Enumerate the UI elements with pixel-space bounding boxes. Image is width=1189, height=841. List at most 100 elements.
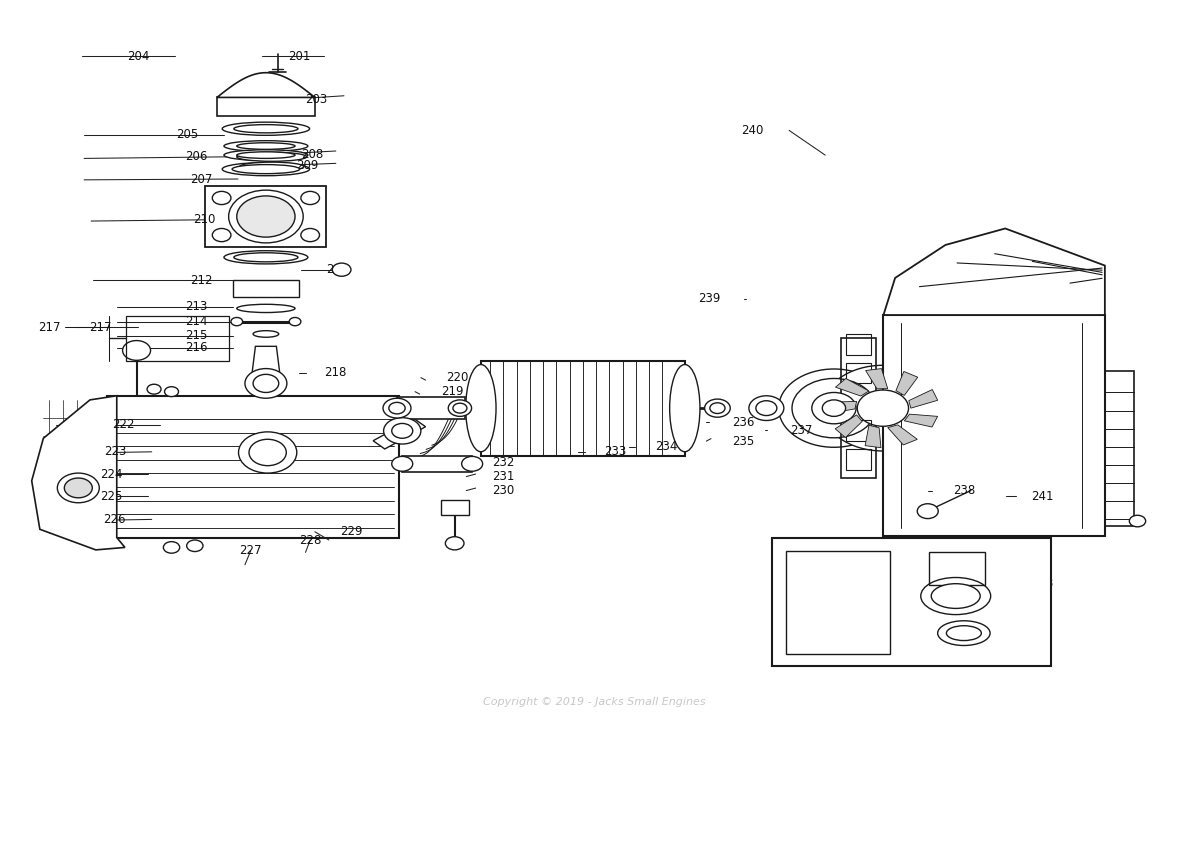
Text: 208: 208	[301, 148, 323, 161]
Bar	[929, 553, 984, 585]
Circle shape	[823, 365, 944, 451]
Circle shape	[57, 473, 99, 503]
Text: 220: 220	[447, 371, 468, 384]
Ellipse shape	[237, 152, 307, 161]
Polygon shape	[905, 414, 938, 427]
Ellipse shape	[946, 626, 981, 641]
Circle shape	[301, 192, 320, 204]
Text: Copyright © 2019 - Jacks Small Engines: Copyright © 2019 - Jacks Small Engines	[483, 697, 706, 707]
Ellipse shape	[231, 318, 243, 325]
Circle shape	[249, 439, 287, 466]
Text: 204: 204	[127, 50, 150, 63]
Text: 241: 241	[1031, 489, 1053, 503]
Circle shape	[187, 540, 203, 552]
Ellipse shape	[669, 364, 700, 452]
Circle shape	[301, 229, 320, 241]
Text: 210: 210	[194, 213, 215, 226]
Circle shape	[917, 504, 938, 519]
Ellipse shape	[240, 162, 303, 172]
Text: 224: 224	[100, 468, 122, 480]
Ellipse shape	[756, 400, 776, 415]
Text: 243: 243	[1031, 577, 1053, 590]
Ellipse shape	[237, 152, 295, 158]
Bar	[402, 456, 472, 472]
Ellipse shape	[792, 378, 876, 438]
Bar	[841, 338, 876, 479]
Ellipse shape	[710, 403, 725, 414]
Bar	[397, 398, 465, 419]
Bar	[206, 186, 327, 247]
Polygon shape	[373, 419, 426, 449]
Text: 211: 211	[327, 263, 350, 276]
Circle shape	[446, 537, 464, 550]
Circle shape	[122, 341, 151, 360]
Ellipse shape	[461, 457, 483, 471]
Bar	[126, 316, 228, 361]
Polygon shape	[251, 346, 281, 383]
Text: 215: 215	[185, 329, 208, 342]
Polygon shape	[883, 229, 1105, 315]
Text: 214: 214	[185, 315, 208, 328]
Ellipse shape	[812, 393, 856, 424]
Circle shape	[332, 263, 351, 276]
Text: 239: 239	[698, 292, 721, 305]
Circle shape	[1130, 516, 1146, 526]
Circle shape	[228, 190, 303, 243]
Circle shape	[245, 368, 287, 399]
Ellipse shape	[823, 399, 845, 416]
Ellipse shape	[224, 251, 308, 264]
Ellipse shape	[466, 364, 496, 452]
Circle shape	[384, 418, 421, 444]
Ellipse shape	[749, 396, 784, 420]
Text: 222: 222	[112, 418, 134, 431]
Ellipse shape	[234, 124, 298, 133]
Ellipse shape	[237, 143, 295, 150]
Polygon shape	[908, 389, 938, 408]
Polygon shape	[866, 426, 881, 447]
Text: 209: 209	[296, 159, 319, 172]
Bar	[786, 551, 891, 653]
Text: 234: 234	[655, 441, 678, 453]
Ellipse shape	[389, 402, 405, 414]
Polygon shape	[828, 401, 856, 414]
Text: 219: 219	[441, 385, 464, 398]
Ellipse shape	[253, 331, 278, 337]
Circle shape	[253, 374, 278, 393]
Bar	[845, 420, 872, 441]
Ellipse shape	[705, 399, 730, 417]
Ellipse shape	[920, 578, 990, 615]
Bar	[845, 362, 872, 383]
Text: 217: 217	[38, 321, 61, 334]
Text: 216: 216	[185, 341, 208, 354]
Text: 238: 238	[954, 484, 976, 497]
Text: 228: 228	[298, 533, 321, 547]
Bar	[845, 449, 872, 470]
Text: 205: 205	[176, 128, 199, 141]
Ellipse shape	[232, 165, 300, 173]
Text: 235: 235	[732, 435, 754, 447]
Ellipse shape	[224, 150, 308, 161]
Ellipse shape	[931, 584, 980, 608]
Bar	[480, 361, 685, 456]
Text: 240: 240	[741, 124, 763, 137]
Text: 227: 227	[239, 544, 262, 558]
Polygon shape	[32, 396, 125, 550]
Bar	[883, 315, 1105, 536]
Text: 217: 217	[89, 321, 112, 334]
Ellipse shape	[448, 399, 472, 416]
Polygon shape	[836, 378, 869, 396]
Ellipse shape	[237, 304, 295, 313]
Circle shape	[391, 423, 413, 438]
Text: 207: 207	[190, 172, 213, 186]
Polygon shape	[216, 72, 315, 98]
Text: 223: 223	[103, 446, 126, 458]
Ellipse shape	[222, 162, 309, 176]
Bar	[845, 334, 872, 355]
Circle shape	[213, 192, 231, 204]
Text: 201: 201	[288, 50, 310, 63]
Text: 229: 229	[340, 526, 363, 538]
Ellipse shape	[224, 140, 308, 151]
Text: 226: 226	[103, 513, 126, 526]
Ellipse shape	[222, 122, 309, 135]
Text: 203: 203	[306, 93, 328, 107]
